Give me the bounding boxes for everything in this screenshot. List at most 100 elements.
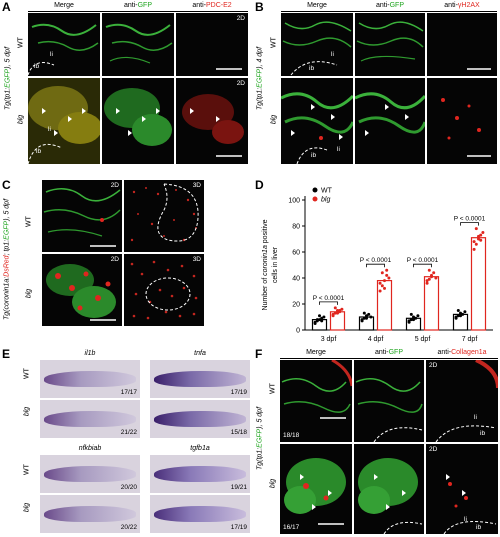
point-blg <box>477 237 480 241</box>
point-wt <box>409 318 413 322</box>
panel-e-tnfa-wt: 17/19 <box>150 360 250 398</box>
panel-a-blg-tag: 2D <box>236 80 245 87</box>
panel-letter-e: E <box>2 347 11 361</box>
panel-f-wt-tag: 2D <box>429 362 438 369</box>
panel-b-blg-gfp <box>355 78 425 164</box>
x-tick-label: 5 dpf <box>415 336 431 343</box>
point-wt <box>463 310 467 314</box>
point-wt <box>365 316 368 320</box>
panel-f-blg-merge: 16/17 <box>280 444 352 534</box>
y-tick-label: 0 <box>296 328 300 335</box>
point-wt <box>367 312 371 316</box>
p-bracket <box>413 263 432 268</box>
panel-e-tnfa-blg: 15/18 <box>150 400 250 438</box>
point-blg <box>425 279 429 283</box>
point-blg <box>378 289 382 293</box>
point-wt <box>313 320 317 324</box>
point-wt <box>414 316 418 320</box>
panel-c-row-wt: WT <box>25 216 33 227</box>
point-blg <box>378 281 382 285</box>
panel-f-header-line <box>280 358 498 359</box>
point-blg <box>425 281 429 285</box>
panel-e-row-wt-1: WT <box>23 368 31 379</box>
panel-c-wt-3d-tag: 3D <box>192 182 201 189</box>
panel-e-count: 20/22 <box>120 524 137 531</box>
panel-f-row-blg: blg <box>269 478 277 489</box>
point-blg <box>472 240 476 244</box>
panel-e-nfkbiab-wt: 20/20 <box>40 455 140 493</box>
point-blg <box>385 268 389 272</box>
panel-b-header-gfp: anti-GFP <box>375 2 404 9</box>
panel-letter-a: A <box>2 0 11 14</box>
bar-blg <box>470 237 487 331</box>
point-wt <box>412 315 415 319</box>
panel-e-tgfb1a-blg: 17/19 <box>150 495 250 533</box>
point-wt <box>322 315 326 319</box>
panel-f-transgene: Tg(tp1:EGFP), 5 dpf <box>256 406 264 471</box>
y-axis-label: Number of coronin1a positive <box>262 219 269 310</box>
panel-b-wt-red <box>427 13 497 76</box>
x-tick-label: 7 dpf <box>462 336 478 343</box>
panel-b-blg-li-label: li <box>337 146 340 153</box>
panel-f-wt-merge: 18/18 <box>280 360 352 442</box>
p-value-label: P < 0.0001 <box>313 295 345 302</box>
panel-a-header-gfp: anti-GFP <box>123 2 152 9</box>
point-blg <box>387 276 391 280</box>
panel-a-li-label: li <box>50 51 53 58</box>
panel-e-count: 20/20 <box>120 484 137 491</box>
panel-e-il1b-wt: 17/17 <box>40 360 140 398</box>
point-blg <box>333 306 337 310</box>
x-tick-label: 4 dpf <box>368 336 384 343</box>
panel-a-wt-gfp <box>102 13 174 76</box>
panel-e-row-blg-1: blg <box>23 406 31 417</box>
point-blg <box>383 279 386 283</box>
point-blg <box>477 234 480 238</box>
point-blg <box>474 227 478 231</box>
panel-a-wt-tag: 2D <box>236 15 245 22</box>
panel-f-wt-count: 18/18 <box>283 432 300 439</box>
panel-a-row-wt: WT <box>17 37 25 48</box>
panel-e-row-wt-2: WT <box>23 464 31 475</box>
panel-e-tgfb1a-wt: 19/21 <box>150 455 250 493</box>
point-blg <box>336 309 339 312</box>
point-wt <box>320 319 324 323</box>
panel-a-transgene: Tg(tp1:EGFP), 5 dpf <box>4 46 12 111</box>
panel-c-wt-2d: 2D <box>42 180 122 252</box>
panel-a-blg-gfp <box>102 78 174 164</box>
point-wt <box>456 314 460 318</box>
panel-b-blg-red <box>427 78 497 164</box>
panel-a-ib-label: ib <box>34 63 40 70</box>
panel-b-row-blg: blg <box>270 114 278 125</box>
panel-f-blg-count: 16/17 <box>283 524 300 531</box>
panel-e-nfkbiab-blg: 20/22 <box>40 495 140 533</box>
panel-c-wt-3d: 3D <box>124 180 204 252</box>
panel-f-wt-gfp <box>354 360 424 442</box>
point-wt <box>320 316 324 320</box>
point-blg <box>427 268 431 272</box>
y-axis-label-line2: cells in liver <box>272 246 279 283</box>
point-blg <box>380 284 384 288</box>
panel-f-ib-label: ib <box>480 430 486 437</box>
panel-c-transgene: Tg(coronin1a:DsRed; tp1:EGFP), 5 dpf <box>3 198 11 321</box>
x-tick-label: 3 dpf <box>321 336 337 343</box>
point-wt <box>459 311 462 315</box>
panel-a-header-red: anti-PDC-E2 <box>192 2 232 9</box>
panel-c-blg-3d: 3D <box>124 254 204 326</box>
point-wt <box>407 319 411 323</box>
p-value-label: P < 0.0001 <box>407 257 439 264</box>
point-blg <box>432 271 436 275</box>
point-wt <box>362 311 366 315</box>
panel-e-count: 17/19 <box>230 524 247 531</box>
point-blg <box>472 247 476 251</box>
point-blg <box>336 311 339 315</box>
panel-a-header-merge: Merge <box>54 2 74 9</box>
panel-letter-b: B <box>255 0 264 14</box>
p-value-label: P < 0.0001 <box>360 257 392 264</box>
point-wt <box>369 315 373 319</box>
panel-b-blg-ib-label: ib <box>311 152 317 159</box>
panel-f-blg-li-label: li <box>464 516 467 523</box>
p-bracket <box>366 263 385 268</box>
point-blg <box>430 275 433 279</box>
panel-e-gene-il1b: il1b <box>84 350 96 357</box>
panel-f-wt-red: 2D li ib <box>426 360 498 442</box>
